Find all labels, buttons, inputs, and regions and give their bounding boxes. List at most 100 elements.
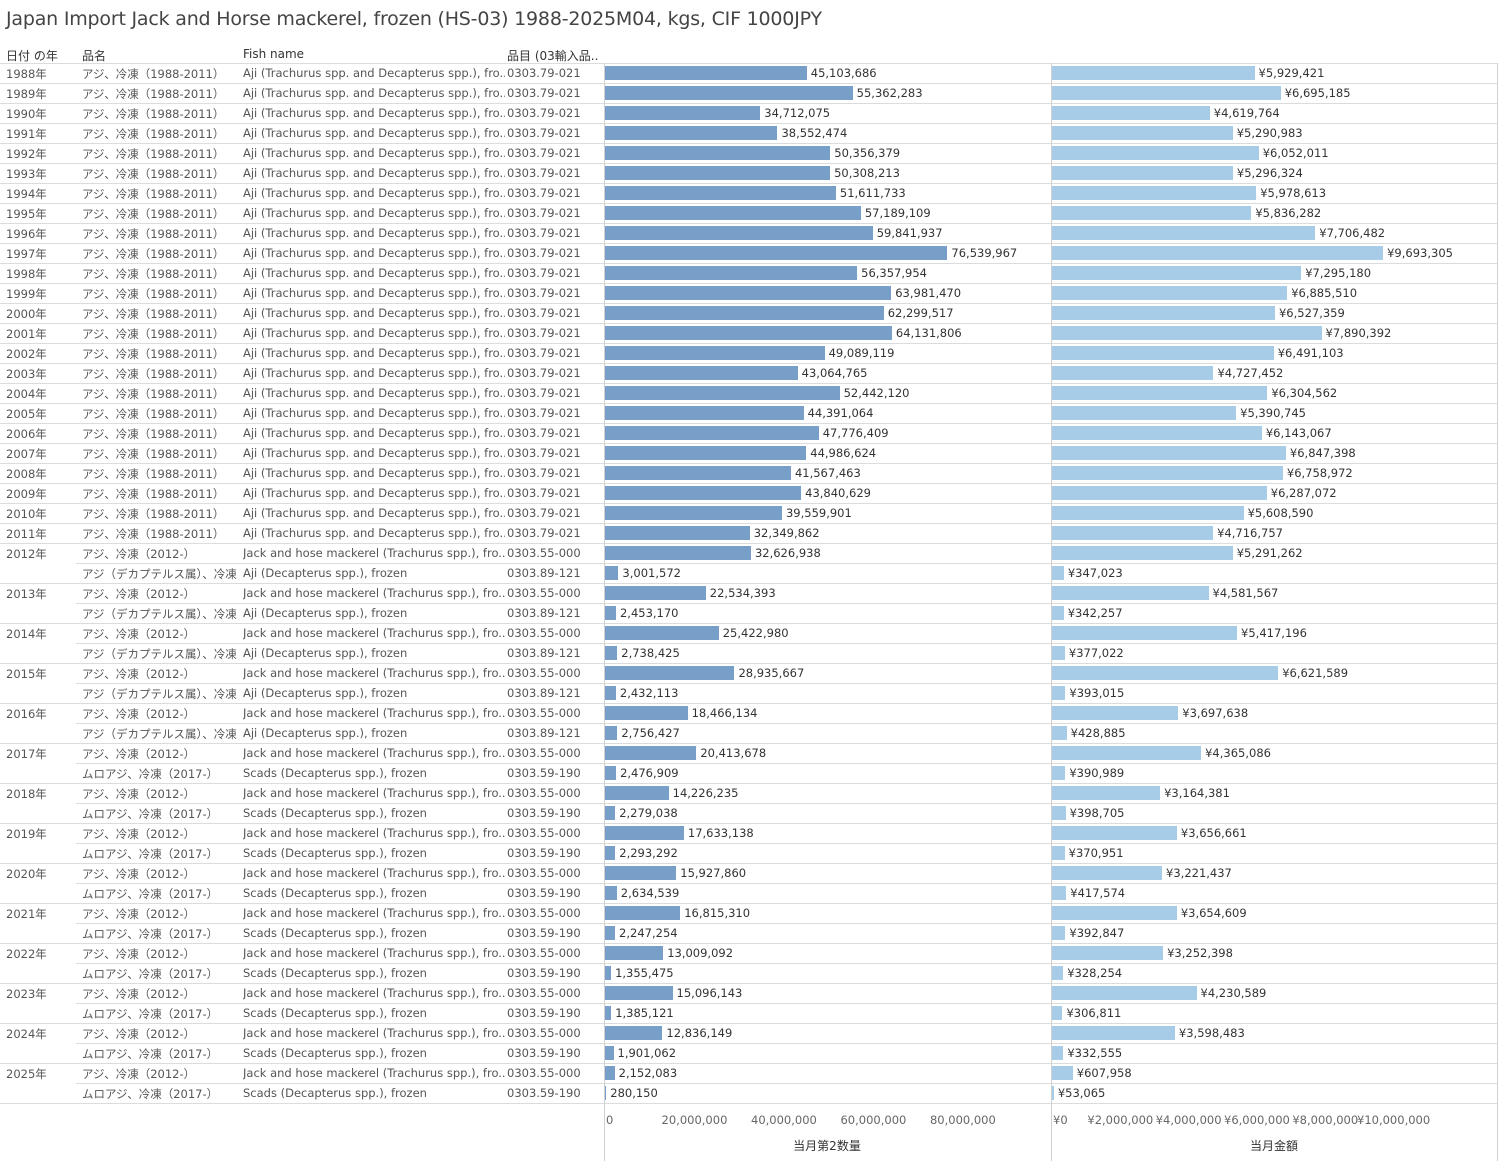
qty-bar[interactable] (605, 766, 617, 780)
table-row[interactable]: 2019年 アジ、冷凍（2012-） Jack and hose mackerel … (0, 823, 1500, 843)
qty-bar[interactable] (605, 986, 673, 1000)
qty-bar[interactable] (605, 146, 831, 160)
table-row[interactable]: 2009年 アジ、冷凍（1988-2011） Aji (Trachurus spp.… (0, 483, 1500, 503)
qty-bar[interactable] (605, 1026, 663, 1040)
qty-bar[interactable] (605, 1006, 612, 1020)
qty-bar[interactable] (605, 826, 684, 840)
value-bar[interactable] (1052, 806, 1066, 820)
value-bar[interactable] (1052, 1006, 1063, 1020)
qty-bar[interactable] (605, 646, 618, 660)
qty-bar[interactable] (605, 926, 616, 940)
header-name[interactable]: 品名 (82, 49, 107, 63)
table-row[interactable]: 2013年 アジ、冷凍（2012-） Jack and hose mackerel … (0, 583, 1500, 603)
table-row[interactable]: アジ（デカプテルス属）、冷凍.. Aji (Decapterus spp.), f… (0, 563, 1500, 583)
table-row[interactable]: 1999年 アジ、冷凍（1988-2011） Aji (Trachurus spp.… (0, 283, 1500, 303)
value-bar[interactable] (1052, 86, 1281, 100)
qty-bar[interactable] (605, 1046, 614, 1060)
value-bar[interactable] (1052, 586, 1209, 600)
table-row[interactable]: 1989年 アジ、冷凍（1988-2011） Aji (Trachurus spp.… (0, 83, 1500, 103)
table-row[interactable]: 2020年 アジ、冷凍（2012-） Jack and hose mackerel … (0, 863, 1500, 883)
qty-bar[interactable] (605, 586, 706, 600)
header-code[interactable]: 品目 (03輸入品.. (507, 49, 599, 63)
qty-bar[interactable] (605, 846, 616, 860)
table-row[interactable]: ムロアジ、冷凍（2017-） Scads (Decapterus spp.), f… (0, 1003, 1500, 1023)
value-bar[interactable] (1052, 286, 1288, 300)
table-row[interactable]: ムロアジ、冷凍（2017-） Scads (Decapterus spp.), f… (0, 923, 1500, 943)
table-row[interactable]: 2023年 アジ、冷凍（2012-） Jack and hose mackerel … (0, 983, 1500, 1003)
qty-bar[interactable] (605, 706, 688, 720)
qty-bar[interactable] (605, 186, 836, 200)
value-bar[interactable] (1052, 686, 1066, 700)
table-row[interactable]: ムロアジ、冷凍（2017-） Scads (Decapterus spp.), f… (0, 883, 1500, 903)
value-bar[interactable] (1052, 326, 1322, 340)
value-bar[interactable] (1052, 826, 1177, 840)
value-bar[interactable] (1052, 346, 1274, 360)
value-bar[interactable] (1052, 906, 1177, 920)
qty-bar[interactable] (605, 106, 761, 120)
table-row[interactable]: 1995年 アジ、冷凍（1988-2011） Aji (Trachurus spp.… (0, 203, 1500, 223)
value-bar[interactable] (1052, 386, 1268, 400)
qty-bar[interactable] (605, 426, 819, 440)
header-fish-name[interactable]: Fish name (243, 47, 305, 61)
value-bar[interactable] (1052, 606, 1064, 620)
value-bar[interactable] (1052, 1026, 1175, 1040)
value-bar[interactable] (1052, 166, 1233, 180)
qty-bar[interactable] (605, 346, 825, 360)
table-row[interactable]: 1998年 アジ、冷凍（1988-2011） Aji (Trachurus spp.… (0, 263, 1500, 283)
table-row[interactable]: 2010年 アジ、冷凍（1988-2011） Aji (Trachurus spp.… (0, 503, 1500, 523)
table-row[interactable]: 1996年 アジ、冷凍（1988-2011） Aji (Trachurus spp.… (0, 223, 1500, 243)
qty-bar[interactable] (605, 286, 892, 300)
qty-bar[interactable] (605, 566, 619, 580)
table-row[interactable]: 2007年 アジ、冷凍（1988-2011） Aji (Trachurus spp.… (0, 443, 1500, 463)
qty-bar[interactable] (605, 86, 853, 100)
value-bar[interactable] (1052, 66, 1255, 80)
qty-bar[interactable] (605, 1086, 607, 1100)
table-row[interactable]: 2011年 アジ、冷凍（1988-2011） Aji (Trachurus spp.… (0, 523, 1500, 543)
value-bar[interactable] (1052, 666, 1279, 680)
table-row[interactable]: ムロアジ、冷凍（2017-） Scads (Decapterus spp.), f… (0, 1043, 1500, 1063)
qty-bar[interactable] (605, 526, 750, 540)
table-row[interactable]: 2014年 アジ、冷凍（2012-） Jack and hose mackerel … (0, 623, 1500, 643)
table-row[interactable]: 2005年 アジ、冷凍（1988-2011） Aji (Trachurus spp.… (0, 403, 1500, 423)
value-bar[interactable] (1052, 186, 1257, 200)
value-bar[interactable] (1052, 926, 1066, 940)
table-row[interactable]: 1994年 アジ、冷凍（1988-2011） Aji (Trachurus spp.… (0, 183, 1500, 203)
value-bar[interactable] (1052, 626, 1238, 640)
value-bar[interactable] (1052, 786, 1161, 800)
value-bar[interactable] (1052, 886, 1067, 900)
table-row[interactable]: 1988年 アジ、冷凍（1988-2011） Aji (Trachurus spp.… (0, 63, 1500, 83)
value-bar[interactable] (1052, 646, 1065, 660)
table-row[interactable]: 2008年 アジ、冷凍（1988-2011） Aji (Trachurus spp.… (0, 463, 1500, 483)
qty-bar[interactable] (605, 486, 802, 500)
table-row[interactable]: 2002年 アジ、冷凍（1988-2011） Aji (Trachurus spp.… (0, 343, 1500, 363)
value-bar[interactable] (1052, 306, 1275, 320)
table-row[interactable]: 2016年 アジ、冷凍（2012-） Jack and hose mackerel … (0, 703, 1500, 723)
table-row[interactable]: 2024年 アジ、冷凍（2012-） Jack and hose mackerel … (0, 1023, 1500, 1043)
value-bar[interactable] (1052, 106, 1210, 120)
table-row[interactable]: 2022年 アジ、冷凍（2012-） Jack and hose mackerel … (0, 943, 1500, 963)
qty-bar[interactable] (605, 966, 612, 980)
qty-bar[interactable] (605, 546, 751, 560)
table-row[interactable]: 1991年 アジ、冷凍（1988-2011） Aji (Trachurus spp.… (0, 123, 1500, 143)
value-bar[interactable] (1052, 126, 1233, 140)
table-row[interactable]: ムロアジ、冷凍（2017-） Scads (Decapterus spp.), f… (0, 963, 1500, 983)
value-bar[interactable] (1052, 746, 1202, 760)
value-bar[interactable] (1052, 1066, 1073, 1080)
table-row[interactable]: 2021年 アジ、冷凍（2012-） Jack and hose mackerel … (0, 903, 1500, 923)
value-bar[interactable] (1052, 546, 1233, 560)
qty-bar[interactable] (605, 786, 669, 800)
table-row[interactable]: ムロアジ、冷凍（2017-） Scads (Decapterus spp.), f… (0, 1083, 1500, 1103)
table-row[interactable]: アジ（デカプテルス属）、冷凍.. Aji (Decapterus spp.), f… (0, 643, 1500, 663)
value-bar[interactable] (1052, 226, 1316, 240)
qty-bar[interactable] (605, 306, 884, 320)
value-bar[interactable] (1052, 426, 1262, 440)
table-row[interactable]: 1990年 アジ、冷凍（1988-2011） Aji (Trachurus spp.… (0, 103, 1500, 123)
value-bar[interactable] (1052, 1086, 1054, 1100)
value-bar[interactable] (1052, 866, 1163, 880)
table-row[interactable]: 2017年 アジ、冷凍（2012-） Jack and hose mackerel … (0, 743, 1500, 763)
value-bar[interactable] (1052, 726, 1067, 740)
value-bar[interactable] (1052, 526, 1214, 540)
value-bar[interactable] (1052, 1046, 1064, 1060)
value-bar[interactable] (1052, 266, 1302, 280)
qty-bar[interactable] (605, 206, 861, 220)
